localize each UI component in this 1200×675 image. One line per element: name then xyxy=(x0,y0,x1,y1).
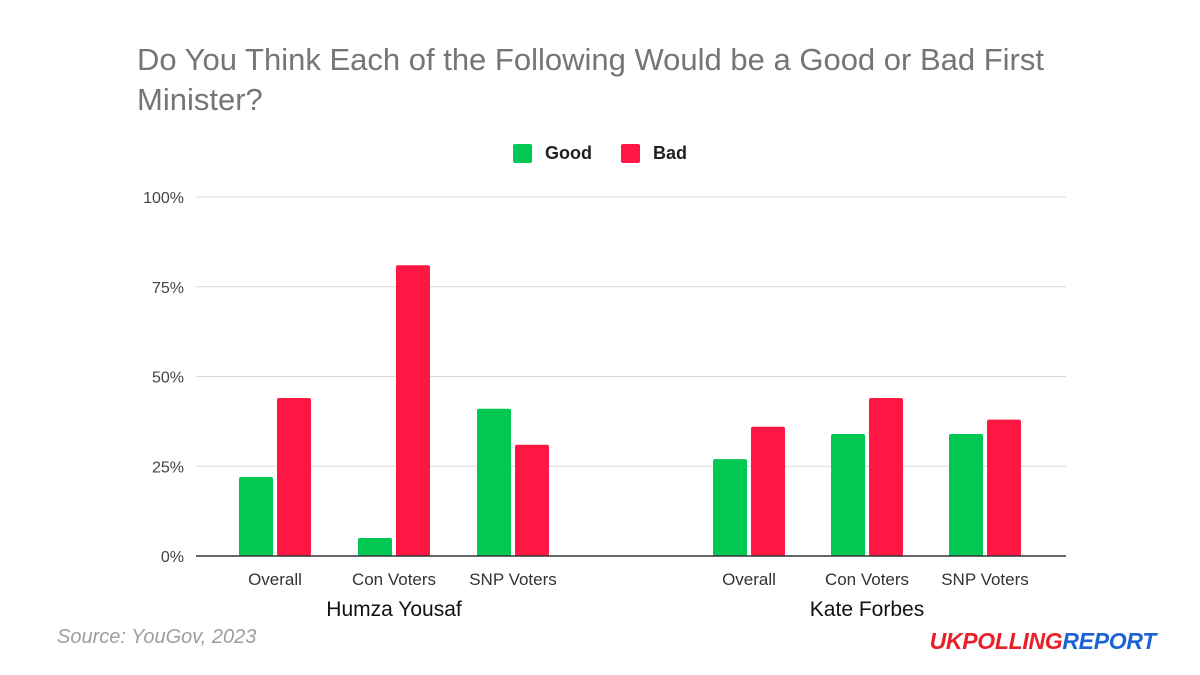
group-label: Kate Forbes xyxy=(810,598,924,621)
bar-good-3 xyxy=(713,459,747,556)
bar-bad-5 xyxy=(987,419,1021,556)
x-tick-label: Overall xyxy=(722,570,776,589)
y-tick-label: 50% xyxy=(152,370,184,387)
bar-good-1 xyxy=(358,538,392,556)
legend-item-bad: Bad xyxy=(621,141,687,165)
y-tick-label: 0% xyxy=(161,549,184,566)
x-tick-label: Con Voters xyxy=(825,570,909,589)
group-label: Humza Yousaf xyxy=(326,598,462,621)
legend-label-bad: Bad xyxy=(653,142,688,163)
x-tick-label: Con Voters xyxy=(352,570,436,589)
y-tick-label: 75% xyxy=(152,280,184,297)
bar-bad-2 xyxy=(515,444,549,556)
brand-part-2: REPORT xyxy=(1062,628,1156,654)
chart-title: Do You Think Each of the Following Would… xyxy=(137,42,1044,117)
legend-label-good: Good xyxy=(545,142,592,163)
x-tick-label: Overall xyxy=(248,570,302,589)
x-tick-label: SNP Voters xyxy=(941,570,1029,589)
x-tick-label: SNP Voters xyxy=(469,570,557,589)
source-note: Source: YouGov, 2023 xyxy=(57,626,257,648)
legend-item-good: Good xyxy=(513,141,592,165)
legend: Good Bad xyxy=(0,141,1200,165)
brand-part-1: UKPOLLING xyxy=(929,628,1063,654)
legend-swatch-bad xyxy=(621,143,640,163)
bar-good-5 xyxy=(949,433,983,556)
y-tick-label: 100% xyxy=(143,190,184,207)
brand-logo: UKPOLLINGREPORT xyxy=(929,628,1157,655)
bar-bad-3 xyxy=(751,426,785,556)
bar-bad-4 xyxy=(869,398,903,556)
bar-good-0 xyxy=(239,477,273,556)
bar-bad-1 xyxy=(396,265,430,556)
bar-bad-0 xyxy=(277,398,311,556)
legend-swatch-good xyxy=(513,143,532,163)
bar-good-2 xyxy=(477,408,511,556)
y-tick-label: 25% xyxy=(152,459,184,476)
bar-good-4 xyxy=(831,433,865,556)
